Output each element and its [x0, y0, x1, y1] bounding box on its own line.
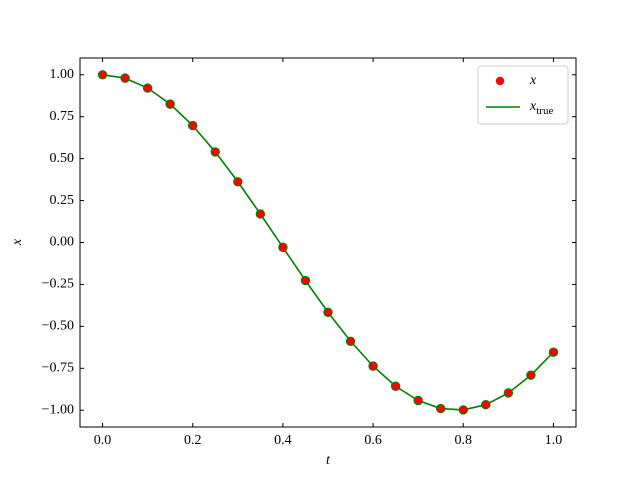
data-point [142, 83, 153, 93]
legend-label: xtrue [529, 99, 553, 116]
data-point [188, 120, 198, 131]
data-point [210, 147, 220, 157]
data-line [102, 73, 555, 411]
x-tick-label: 0.8 [455, 433, 473, 448]
y-tick-label: 0.75 [50, 109, 75, 124]
legend-marker [495, 76, 505, 86]
data-point [503, 388, 514, 398]
legend-label-main: x [529, 99, 537, 114]
data-point [526, 370, 536, 380]
data-point [97, 70, 108, 80]
x-tick-label: 0.2 [184, 433, 202, 448]
data-point [436, 403, 446, 414]
data-point [165, 99, 175, 109]
data-point [548, 347, 559, 357]
y-tick-label: 0.00 [50, 235, 75, 250]
data-point [300, 275, 311, 286]
data-point [368, 361, 378, 371]
y-tick-label: −0.75 [42, 361, 74, 376]
data-point [233, 177, 243, 187]
data-point [413, 395, 423, 406]
data-point [481, 399, 491, 410]
x-tick-label: 1.0 [545, 433, 563, 448]
x-tick-label: 0.0 [94, 433, 112, 448]
legend-label: x [529, 73, 537, 88]
data-point [345, 336, 356, 346]
x-tick-label: 0.4 [274, 433, 292, 448]
y-tick-label: −1.00 [42, 402, 74, 417]
y-tick-label: 0.25 [50, 193, 75, 208]
data-point [390, 381, 401, 391]
data-point [458, 405, 468, 415]
y-tick-label: 1.00 [50, 67, 75, 82]
legend-box [477, 65, 569, 125]
data-point [255, 209, 266, 219]
x-tick-label: 0.6 [364, 433, 382, 448]
y-tick-label: 0.50 [50, 151, 75, 166]
x-axis-label: t [326, 453, 331, 468]
data-point [278, 242, 288, 253]
legend-label-sub: true [536, 105, 553, 117]
y-tick-label: −0.50 [42, 319, 74, 334]
y-axis-label: x [10, 238, 25, 246]
y-tick-label: −0.25 [42, 277, 74, 292]
data-point [120, 73, 130, 83]
data-point [323, 307, 333, 317]
